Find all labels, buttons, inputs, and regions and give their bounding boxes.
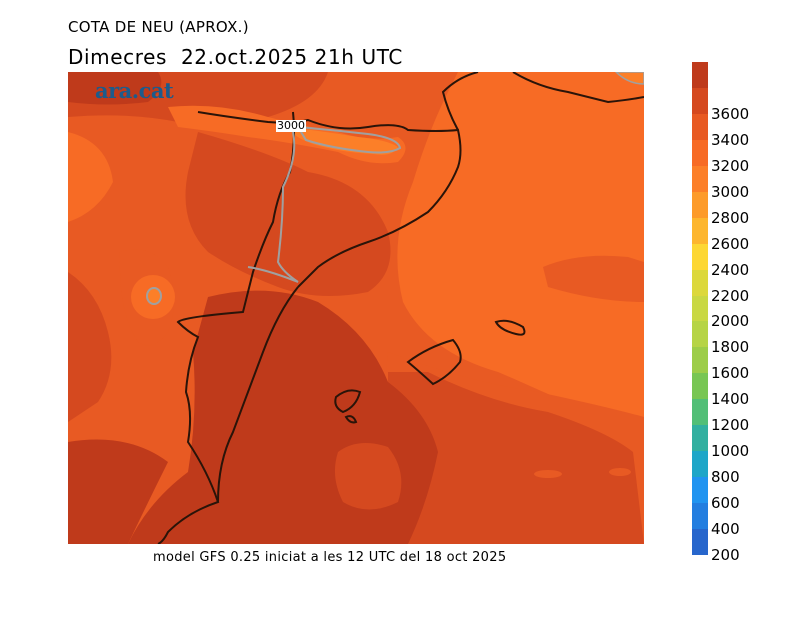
colorbar-tick-label: 3200 xyxy=(711,156,750,175)
field-2800-pyrenees xyxy=(288,127,398,155)
colorbar-segment xyxy=(692,139,708,167)
colorbar-tick-label: 600 xyxy=(711,494,740,513)
border-inner-2 xyxy=(247,266,299,283)
field-3600-sw2 xyxy=(68,439,168,544)
colorbar-segment xyxy=(692,451,708,478)
island-ibiza xyxy=(334,389,362,414)
colorbar-tick-label: 2400 xyxy=(711,260,750,279)
snow-level-map xyxy=(68,72,644,544)
colorbar-segment xyxy=(692,477,708,504)
coastline-france xyxy=(512,72,644,104)
colorbar-segment xyxy=(692,373,708,400)
island-formentera xyxy=(344,415,358,424)
colorbar-segment xyxy=(692,295,708,322)
colorbar-tick-label: 1400 xyxy=(711,390,750,409)
colorbar-tick-label: 3000 xyxy=(711,182,750,201)
island-menorca xyxy=(494,319,526,336)
colorbar-labels: 3600 3400 3200 3000 2800 2600 2400 2200 2000 1800… xyxy=(711,0,791,617)
colorbar-tick-label: 2600 xyxy=(711,234,750,253)
colorbar-segment xyxy=(692,243,708,271)
colorbar-segment xyxy=(692,347,708,374)
colorbar-segment xyxy=(692,87,708,115)
colorbar-tick-label: 3600 xyxy=(711,104,750,123)
colorbar-tick-label: 400 xyxy=(711,520,740,539)
contour-label: 3000 xyxy=(276,119,306,132)
field-blob-2 xyxy=(609,468,631,476)
map-title: COTA DE NEU (APROX.) xyxy=(68,18,249,36)
colorbar-segment xyxy=(692,503,708,530)
border-france xyxy=(441,72,479,131)
field-2800-ne xyxy=(614,72,644,85)
colorbar-segment xyxy=(692,113,708,141)
field-3000-west xyxy=(68,132,113,222)
map-valid-time: Dimecres 22.oct.2025 21h UTC xyxy=(68,45,403,69)
island-mallorca xyxy=(406,338,462,386)
colorbar-tick-label: 2800 xyxy=(711,208,750,227)
field-3400-se xyxy=(388,372,644,544)
colorbar-tick-label: 2000 xyxy=(711,312,750,331)
colorbar-tick-label: 1800 xyxy=(711,338,750,357)
field-3200-east xyxy=(543,255,644,302)
colorbar-tick-label: 1000 xyxy=(711,442,750,461)
colorbar-segment xyxy=(692,165,708,193)
border-aragon xyxy=(157,111,295,544)
field-2800-wblob xyxy=(146,287,162,305)
colorbar-segment xyxy=(692,321,708,348)
colorbar-tick-label: 1600 xyxy=(711,364,750,383)
ara-cat-logo: ara.cat xyxy=(95,78,174,103)
colorbar-segment xyxy=(692,529,708,556)
colorbar-segment xyxy=(692,217,708,245)
colorbar-tick-label: 1200 xyxy=(711,416,750,435)
colorbar-segment xyxy=(692,269,708,297)
field-3600-nw xyxy=(68,72,162,105)
colorbar xyxy=(692,62,708,556)
colorbar-tick-label: 200 xyxy=(711,546,740,564)
colorbar-tick-label: 800 xyxy=(711,468,740,487)
colorbar-segment xyxy=(692,399,708,426)
field-3000-east xyxy=(397,72,644,544)
colorbar-segment xyxy=(692,191,708,219)
model-run-note: model GFS 0.25 iniciat a les 12 UTC del … xyxy=(153,550,507,565)
colorbar-tick-label: 2200 xyxy=(711,286,750,305)
contour-3000-pyrenees xyxy=(296,125,402,154)
coastline-valencia xyxy=(217,286,299,503)
field-3400-blob xyxy=(334,443,402,510)
border-andorra-inner xyxy=(276,131,299,283)
map-canvas xyxy=(68,72,644,544)
colorbar-tick-label: 3400 xyxy=(711,130,750,149)
colorbar-segment xyxy=(692,425,708,452)
field-3400-west xyxy=(68,272,112,422)
colorbar-segment xyxy=(692,62,708,89)
field-blob-1 xyxy=(534,470,562,478)
